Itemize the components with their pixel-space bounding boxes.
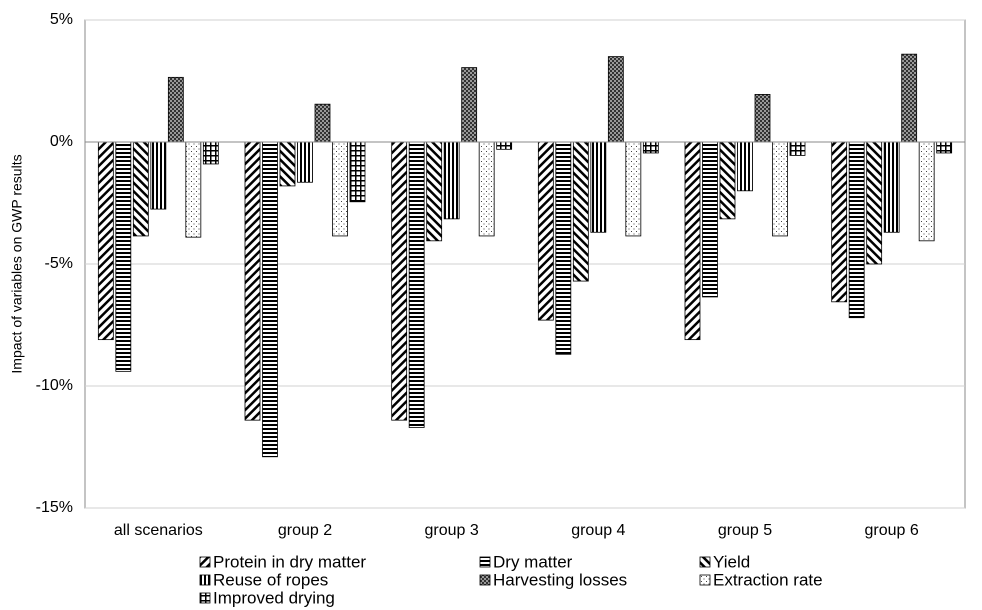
bar xyxy=(883,141,900,233)
x-tick-label: group 4 xyxy=(571,522,625,539)
legend-swatch xyxy=(199,592,211,604)
bar xyxy=(97,141,114,341)
bar xyxy=(132,141,149,237)
x-tick-label: group 2 xyxy=(278,522,332,539)
bar xyxy=(772,141,788,237)
y-axis-title: Impact of variables on GWP results xyxy=(9,154,25,373)
legend-label: Reuse of ropes xyxy=(213,570,328,589)
bar xyxy=(625,141,642,237)
legend-swatch xyxy=(199,556,211,568)
legend-label: Harvesting losses xyxy=(493,570,627,589)
y-tick-label: -15% xyxy=(36,499,73,516)
bar xyxy=(244,141,261,421)
bar xyxy=(848,141,865,319)
legend-label: Yield xyxy=(713,552,750,571)
bar xyxy=(185,141,202,238)
bar xyxy=(901,53,918,143)
x-tick-label: group 5 xyxy=(718,522,772,539)
bar xyxy=(555,141,572,355)
y-tick-label: -10% xyxy=(36,377,73,394)
bar xyxy=(866,141,883,265)
bar xyxy=(202,141,219,165)
bar xyxy=(150,141,167,210)
y-tick-label: -5% xyxy=(45,255,73,272)
bar xyxy=(391,141,408,421)
bar xyxy=(297,141,313,183)
x-tick-label: all scenarios xyxy=(114,522,203,539)
legend-label: Extraction rate xyxy=(713,570,823,589)
bar xyxy=(461,67,478,143)
bar xyxy=(478,141,495,237)
legend-swatch xyxy=(479,556,491,568)
bar xyxy=(572,141,589,282)
legend-swatch xyxy=(699,556,711,568)
bar xyxy=(702,141,718,298)
x-tick-label: group 6 xyxy=(865,522,919,539)
bar xyxy=(262,141,278,458)
bar xyxy=(279,141,296,187)
bar xyxy=(590,141,607,233)
y-tick-label: 5% xyxy=(50,11,73,28)
legend-swatch xyxy=(479,574,491,586)
bar xyxy=(443,141,460,220)
bar xyxy=(737,141,753,192)
bar xyxy=(918,141,935,242)
bar xyxy=(607,56,624,143)
legend-swatch xyxy=(699,574,711,586)
bar xyxy=(167,76,184,143)
bar xyxy=(332,141,348,237)
y-tick-label: 0% xyxy=(50,133,73,150)
bar xyxy=(496,141,513,150)
bar xyxy=(789,141,806,156)
legend-label: Dry matter xyxy=(493,552,573,571)
bar xyxy=(115,141,132,372)
bar xyxy=(936,141,953,154)
bar xyxy=(684,141,701,341)
bar xyxy=(408,141,425,428)
x-tick-label: group 3 xyxy=(425,522,479,539)
bar xyxy=(642,141,659,154)
bar xyxy=(314,103,331,143)
bar xyxy=(426,141,443,242)
legend-label: Protein in dry matter xyxy=(213,552,366,571)
legend-label: Improved drying xyxy=(213,588,335,607)
bar xyxy=(537,141,554,321)
bar xyxy=(754,94,771,143)
bar xyxy=(831,141,848,303)
bar xyxy=(349,141,366,203)
bar xyxy=(719,141,736,220)
legend-swatch xyxy=(199,574,211,586)
